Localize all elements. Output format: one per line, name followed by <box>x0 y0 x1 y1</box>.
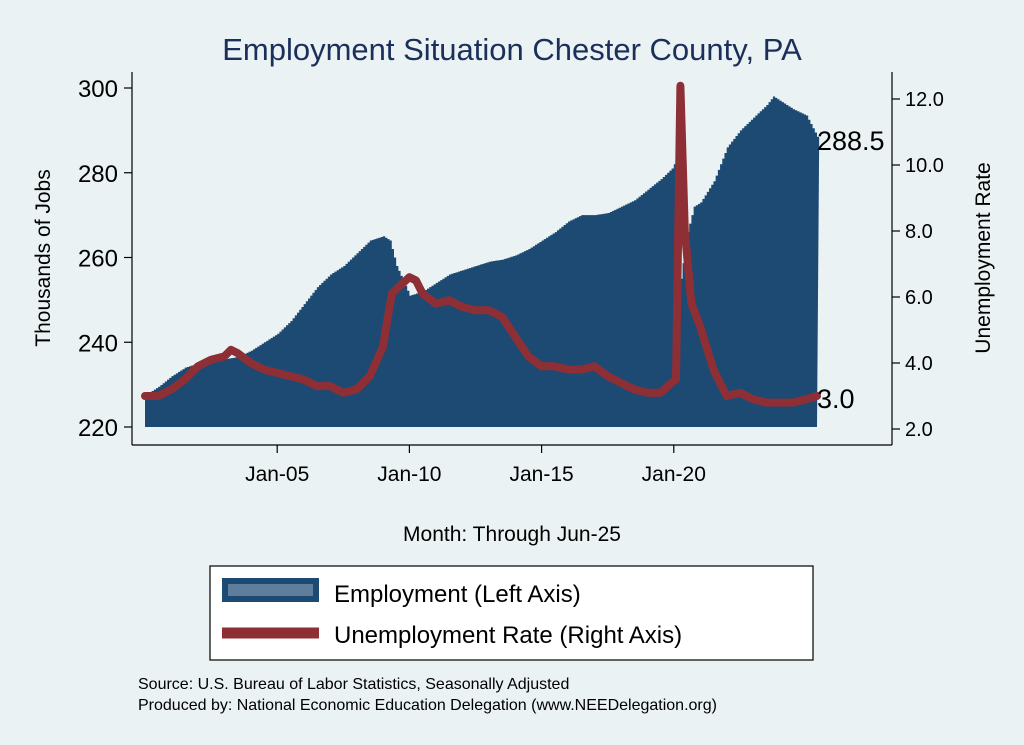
x-tick-label: Jan-10 <box>377 463 441 486</box>
chart-title: Employment Situation Chester County, PA <box>222 32 802 67</box>
legend-label-employment: Employment (Left Axis) <box>334 581 581 608</box>
unemployment-line <box>141 81 821 407</box>
y-right-axis-title: Unemployment Rate <box>972 162 995 353</box>
y-right-tick-label: 10.0 <box>905 155 944 177</box>
y-left-tick-label: 280 <box>78 161 118 188</box>
legend: Employment (Left Axis) Unemployment Rate… <box>209 565 814 661</box>
legend-label-unemployment: Unemployment Rate (Right Axis) <box>334 622 682 649</box>
y-right-tick-label: 12.0 <box>905 89 944 111</box>
source-note: Source: U.S. Bureau of Labor Statistics,… <box>138 676 569 693</box>
x-tick-label: Jan-05 <box>245 463 309 486</box>
employment-area <box>145 96 820 427</box>
y-left-tick-label: 260 <box>78 246 118 273</box>
x-tick-label: Jan-20 <box>642 463 706 486</box>
x-axis-title: Month: Through Jun-25 <box>403 523 621 546</box>
y-right-tick-label: 6.0 <box>905 287 933 309</box>
employment-area-layer <box>145 96 820 427</box>
y-right-tick-label: 4.0 <box>905 353 933 375</box>
y-left-tick-label: 300 <box>78 76 118 103</box>
unemployment-last-value-label: 3.0 <box>817 384 855 414</box>
employment-last-value-label: 288.5 <box>817 126 885 156</box>
y-left-tick-label: 240 <box>78 330 118 357</box>
x-tick-label: Jan-15 <box>509 463 573 486</box>
producer-note: Produced by: National Economic Education… <box>138 697 717 714</box>
y-left-tick-label: 220 <box>78 415 118 442</box>
y-right-tick-label: 2.0 <box>905 419 933 441</box>
legend-swatch-employment-inner <box>228 584 313 596</box>
y-right-tick-label: 8.0 <box>905 221 933 243</box>
y-left-axis-title: Thousands of Jobs <box>32 169 55 346</box>
unemployment-line-layer <box>141 81 821 407</box>
axes: 220 240 260 280 300 2.0 4.0 6.0 8.0 10.0 12.0 Jan-0… <box>78 72 944 486</box>
